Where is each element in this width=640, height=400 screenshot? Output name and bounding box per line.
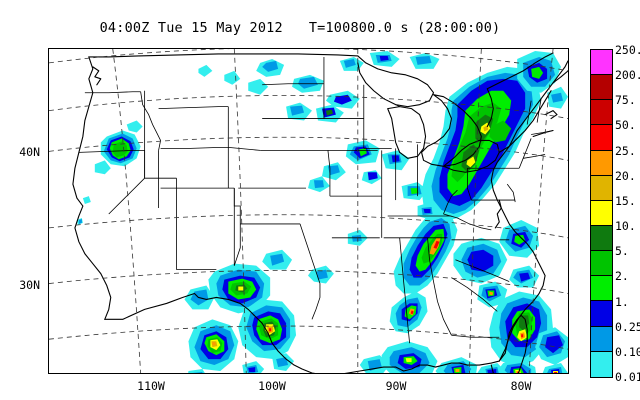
map-svg [49,49,568,373]
colorbar-band-3 [591,125,612,151]
x-axis-label-90w: 90W [385,379,407,393]
precipitation-field [76,50,568,373]
colorbar-band-1 [591,75,612,101]
map-plot-area[interactable] [48,48,569,374]
colorbar-band-9 [591,276,612,302]
colorbar-band-4 [591,150,612,176]
y-axis-label-30n: 30N [19,278,40,292]
colorbar-tick-50_: 50. [615,118,636,133]
precip-cell-texas [184,249,297,373]
colorbar-tick-2_: 2. [615,269,629,284]
precip-cell-florida [489,291,568,373]
colorbar-tick-75_: 75. [615,93,636,108]
colorbar-tick-10_: 10. [615,219,636,234]
colorbar-tick-25_: 25. [615,143,636,158]
x-axis-label-80w: 80W [510,379,532,393]
colorbar-tick-200_: 200. [615,68,640,83]
colorbar-band-0 [591,50,612,76]
map-graticule [49,49,568,373]
precip-cell-upper-midwest [198,50,440,123]
colorbar-band-5 [591,175,612,201]
precip-cell-mid-atlantic [389,211,540,334]
colorbar-tick-250_: 250. [615,43,640,57]
precip-cell-pacific-northwest [94,120,143,175]
colorbar-band-10 [591,301,612,327]
y-axis-label-40n: 40N [19,145,40,159]
precip-cell-california-coast [76,196,91,225]
colorbar-band-6 [591,200,612,226]
colorbar-tick-0_01: 0.01 [615,370,640,384]
colorbar-band-12 [591,351,612,377]
chart-title: 04:00Z Tue 15 May 2012 T=100800.0 s (28:0… [0,20,600,36]
colorbar-tick-0_10: 0.10 [615,344,640,359]
colorbar-tick-20_: 20. [615,168,636,183]
colorbar-tick-0_25: 0.25 [615,319,640,334]
state-borders [78,56,554,344]
x-axis-label-110w: 110W [137,379,165,393]
colorbar-band-11 [591,326,612,352]
colorbar-tick-15_: 15. [615,193,636,208]
x-axis-label-100w: 100W [258,379,286,393]
colorbar-tick-labels: 250. 200. 75. 50. 25. 20. 15. 10. 5. 2. 1. 0.25 0.10… [615,44,640,383]
colorbar-tick-5_: 5. [615,244,629,259]
colorbar[interactable] [590,49,613,378]
colorbar-band-2 [591,100,612,126]
colorbar-band-7 [591,225,612,252]
colorbar-tick-1_: 1. [615,294,629,309]
title-valid-time: 04:00Z Tue 15 May 2012 [99,20,283,36]
title-model-time: T=100800.0 s (28:00:00) [308,20,501,36]
colorbar-band-8 [591,251,612,277]
precip-cell-great-lakes [308,140,428,201]
